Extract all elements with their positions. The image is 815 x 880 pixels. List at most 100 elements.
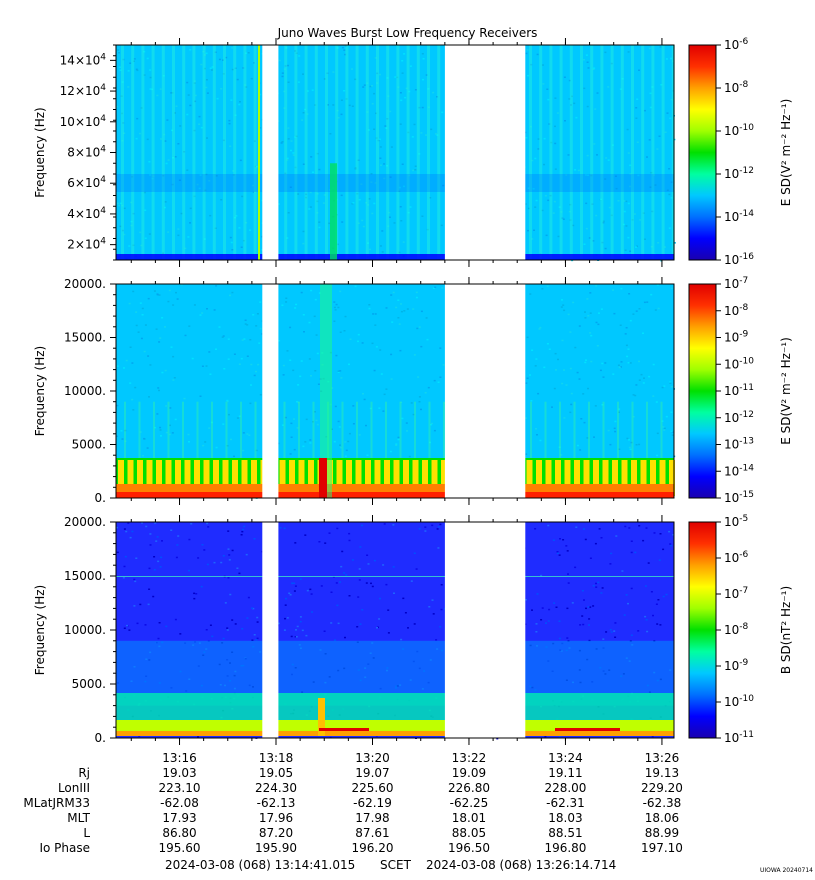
spectrogram-speckle	[595, 586, 598, 588]
spectrogram-speckle	[299, 578, 302, 580]
spectrogram-speckle	[231, 549, 234, 552]
spectrogram-speckle	[633, 213, 636, 215]
spectrogram-speckle	[400, 401, 403, 404]
spectrogram-speckle	[293, 418, 295, 420]
spectrogram-speckle	[378, 138, 381, 141]
spectrogram-speckle	[534, 206, 537, 208]
spectrogram-speckle	[301, 629, 304, 632]
spectrogram-speckle	[558, 206, 561, 208]
spectrogram-speckle	[336, 47, 339, 49]
low-band-yellow	[232, 460, 238, 496]
spectrogram-speckle	[228, 122, 231, 125]
spectrogram-speckle	[596, 345, 599, 347]
burst-striation	[225, 401, 228, 488]
spectrogram-speckle	[430, 423, 432, 426]
colorbar-tick-label: 10-7	[724, 276, 748, 291]
spectrogram-speckle	[375, 346, 378, 348]
spectrogram-speckle	[652, 614, 654, 617]
spectrogram-speckle	[425, 74, 428, 76]
spectrogram-speckle	[432, 287, 435, 289]
spectrogram-speckle	[541, 607, 544, 609]
spectrogram-speckle	[526, 336, 529, 339]
spectrogram-speckle	[572, 301, 575, 304]
colorbar-label: B SD(nT² Hz⁻¹)	[779, 586, 793, 674]
spectrogram-speckle	[622, 223, 625, 226]
spectrogram-speckle	[552, 539, 555, 541]
spectrogram-speckle	[238, 572, 241, 575]
spectrogram-speckle	[287, 81, 290, 83]
spectrogram-speckle	[118, 204, 120, 207]
low-band-yellow	[241, 460, 248, 496]
spectrogram-speckle	[673, 242, 676, 244]
spectrogram-speckle	[120, 430, 123, 432]
spectrogram-speckle	[186, 81, 189, 84]
spectrogram-speckle	[281, 424, 284, 426]
spectrogram-speckle	[310, 375, 312, 377]
spectrogram-speckle	[245, 222, 248, 224]
spectrogram-speckle	[201, 544, 204, 546]
ephemeris-value: 87.61	[355, 826, 390, 840]
spectrogram-speckle	[569, 203, 572, 206]
colorbar-tick-label: 10-14	[724, 209, 754, 224]
spectrogram-speckle	[387, 95, 390, 97]
spectrogram-speckle	[627, 236, 630, 239]
spectrogram-speckle	[344, 45, 347, 47]
spectrogram-speckle	[436, 134, 439, 136]
spectrogram-speckle	[186, 113, 189, 116]
spectrogram-speckle	[358, 199, 361, 201]
spectrogram-speckle	[136, 622, 139, 625]
data-gap	[444, 284, 526, 498]
spectrogram-speckle	[132, 212, 135, 215]
spectrogram-speckle	[651, 86, 654, 88]
spectrogram-speckle	[548, 608, 551, 611]
spectrogram-speckle	[668, 168, 671, 170]
spectrogram-speckle	[416, 327, 419, 330]
spectrogram-speckle	[661, 386, 664, 389]
spectrogram-speckle	[547, 524, 550, 527]
spectrogram-speckle	[575, 116, 578, 119]
spectrogram-speckle	[245, 553, 248, 556]
spectrogram-speckle	[220, 199, 223, 201]
spectrogram-speckle	[558, 620, 561, 622]
spectrogram-speckle	[208, 351, 211, 353]
spectrogram-speckle	[594, 542, 597, 545]
burst-striation	[254, 401, 257, 488]
spectrogram-speckle	[548, 348, 551, 350]
spectrogram-speckle	[351, 105, 354, 107]
spectrogram-speckle	[158, 294, 161, 296]
spectrogram-speckle	[209, 214, 212, 217]
spectrogram-speckle	[624, 249, 627, 251]
spectrogram-speckle	[557, 235, 560, 238]
spectrogram-speckle	[628, 446, 631, 449]
spectrogram-speckle	[635, 107, 638, 109]
spectrogram-speckle	[568, 79, 571, 82]
spectrogram-speckle	[215, 285, 218, 287]
spectrogram-speckle	[626, 128, 629, 131]
spectrogram-speckle	[162, 252, 165, 254]
spectrogram-speckle	[397, 299, 400, 301]
spectrogram-speckle	[169, 424, 171, 427]
spectrogram-speckle	[664, 246, 666, 248]
spectrogram-speckle	[618, 408, 621, 410]
spectrogram-speckle	[387, 609, 390, 611]
spectrogram-speckle	[386, 165, 388, 167]
spectrogram-speckle	[431, 524, 434, 527]
spectrogram-speckle	[371, 585, 374, 588]
spectrogram-speckle	[234, 216, 236, 219]
spectrogram-speckle	[161, 371, 164, 374]
spectrogram-speckle	[362, 393, 364, 395]
spectrogram-speckle	[560, 211, 563, 213]
spectrogram-speckle	[193, 80, 196, 82]
spectrogram-speckle	[393, 592, 395, 594]
burst-striation	[661, 45, 665, 260]
spectrogram-speckle	[383, 177, 386, 180]
spectrogram-speckle	[613, 630, 616, 632]
spectrogram-speckle	[151, 177, 154, 180]
spectrogram-speckle	[420, 310, 423, 313]
spectrogram-speckle	[232, 170, 235, 172]
spectrogram-speckle	[327, 104, 329, 106]
spectrogram-speckle	[396, 76, 399, 79]
spectrogram-speckle	[165, 431, 168, 434]
spectrogram-speckle	[297, 81, 300, 83]
spectrogram-speckle	[586, 105, 589, 108]
